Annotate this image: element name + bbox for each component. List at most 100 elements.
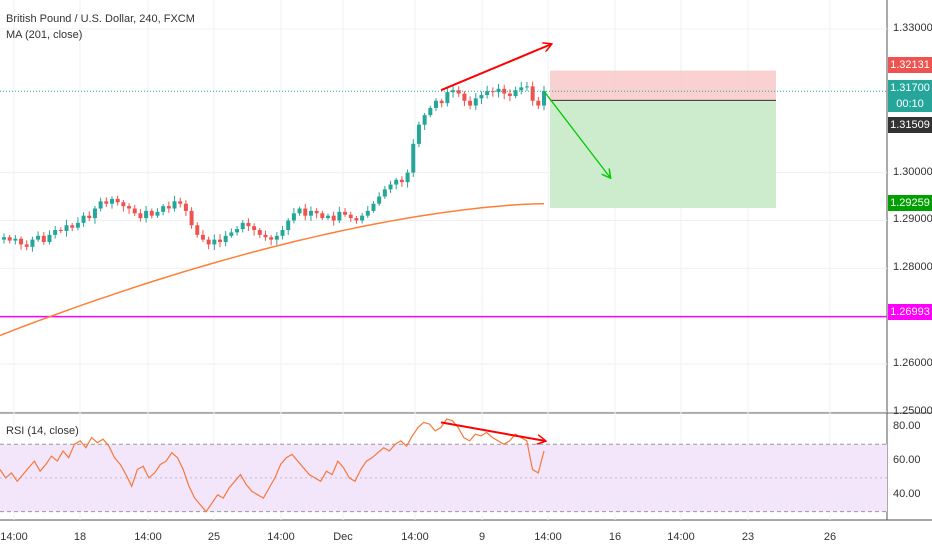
price-marker[interactable]: 1.26993 (888, 304, 932, 320)
candle-body (513, 90, 518, 96)
candle-body (206, 239, 211, 245)
candle-body (41, 235, 46, 243)
price-axis-label: 1.33000 (893, 21, 932, 34)
candle-body (542, 91, 546, 106)
chart-title: British Pound / U.S. Dollar, 240, FXCM (6, 13, 195, 25)
candle-body (269, 237, 274, 240)
candle-body (308, 210, 313, 216)
candle-body (274, 235, 279, 240)
price-marker[interactable]: 1.31700 (888, 80, 932, 96)
candle-body (53, 230, 58, 235)
candle-body (178, 201, 183, 204)
price-marker[interactable]: 1.32131 (888, 57, 932, 73)
rsi-axis-label: 80.00 (893, 420, 921, 433)
candle-body (115, 198, 120, 203)
annotations[interactable] (440, 44, 610, 441)
price-divergence-arrow (440, 44, 551, 92)
candle-body (388, 184, 393, 190)
candle-body (422, 115, 427, 125)
candle-body (428, 107, 433, 116)
candle-body (468, 100, 473, 106)
time-axis-label: 18 (73, 531, 87, 543)
rsi-indicator (0, 418, 887, 513)
candle-body (47, 234, 52, 243)
time-axis-label: 14:00 (0, 531, 28, 543)
grid (0, 0, 887, 520)
candle-body (19, 238, 24, 245)
candle-body (212, 239, 217, 245)
candle-body (189, 210, 194, 226)
candle-body (377, 196, 382, 204)
time-axis-label: 16 (608, 531, 622, 543)
candle-body (479, 95, 484, 99)
candle-body (218, 239, 222, 243)
candle-body (155, 211, 160, 216)
candle-body (149, 210, 154, 216)
candle-body (434, 100, 438, 108)
moving-average (0, 202, 545, 337)
price-axis-label: 1.26000 (893, 357, 932, 370)
candle-body (98, 201, 103, 209)
candle-body (297, 208, 302, 214)
time-axis-label: Dec (333, 531, 353, 543)
candle-body (473, 98, 478, 106)
price-axis-label: 1.25000 (893, 405, 932, 417)
candle-body (64, 225, 69, 232)
time-axis-label: 14:00 (267, 531, 295, 543)
candle-body (536, 100, 541, 106)
take-profit-zone (550, 100, 776, 209)
candle-body (496, 88, 501, 93)
candle-body (110, 198, 114, 204)
candle-body (485, 91, 490, 96)
candle-body (104, 201, 109, 204)
candle-body (92, 208, 97, 219)
candle-body (7, 237, 12, 241)
rsi-line (0, 418, 545, 513)
candle-body (371, 203, 376, 211)
candle-body (280, 230, 285, 236)
candle-body (13, 238, 18, 241)
time-axis-label: 14:00 (534, 531, 562, 543)
candle-body (337, 211, 342, 221)
candle-body (303, 208, 308, 216)
candle-body (246, 222, 251, 227)
time-axis-label: 14:00 (667, 531, 695, 543)
time-axis-label: 23 (741, 531, 755, 543)
price-axis-label: 1.30000 (893, 165, 932, 178)
candle-body (240, 222, 245, 230)
candle-body (416, 124, 421, 144)
candle-body (235, 229, 240, 233)
candle-body (456, 90, 461, 94)
candle-body (394, 179, 399, 185)
candle-body (263, 234, 268, 238)
candle-body (229, 232, 234, 236)
price-marker[interactable]: 1.29259 (888, 195, 932, 211)
time-axis-label: 25 (207, 531, 221, 543)
candle-body (36, 235, 41, 240)
candles (2, 81, 546, 252)
candle-body (326, 215, 330, 219)
candle-body (343, 211, 348, 215)
candle-body (399, 179, 404, 183)
target-arrow (543, 90, 610, 177)
candle-body (257, 230, 262, 235)
candle-body (314, 210, 319, 214)
candle-body (195, 225, 200, 235)
candle-body (320, 213, 325, 219)
candle-body (70, 225, 75, 228)
position-zones[interactable] (550, 70, 776, 209)
time-axis-label: 26 (823, 531, 837, 543)
candle-body (172, 201, 177, 209)
candle-body (291, 213, 296, 221)
price-marker[interactable]: 1.31509 (888, 117, 932, 133)
candle-body (58, 230, 63, 232)
candle-body (75, 222, 80, 228)
candle-body (462, 93, 467, 101)
price-marker[interactable]: 00:10 (888, 96, 932, 112)
candle-body (519, 87, 524, 91)
rsi-legend: RSI (14, close) (6, 425, 79, 437)
candle-body (354, 218, 359, 221)
candle-body (530, 86, 535, 101)
candle-body (200, 234, 205, 240)
